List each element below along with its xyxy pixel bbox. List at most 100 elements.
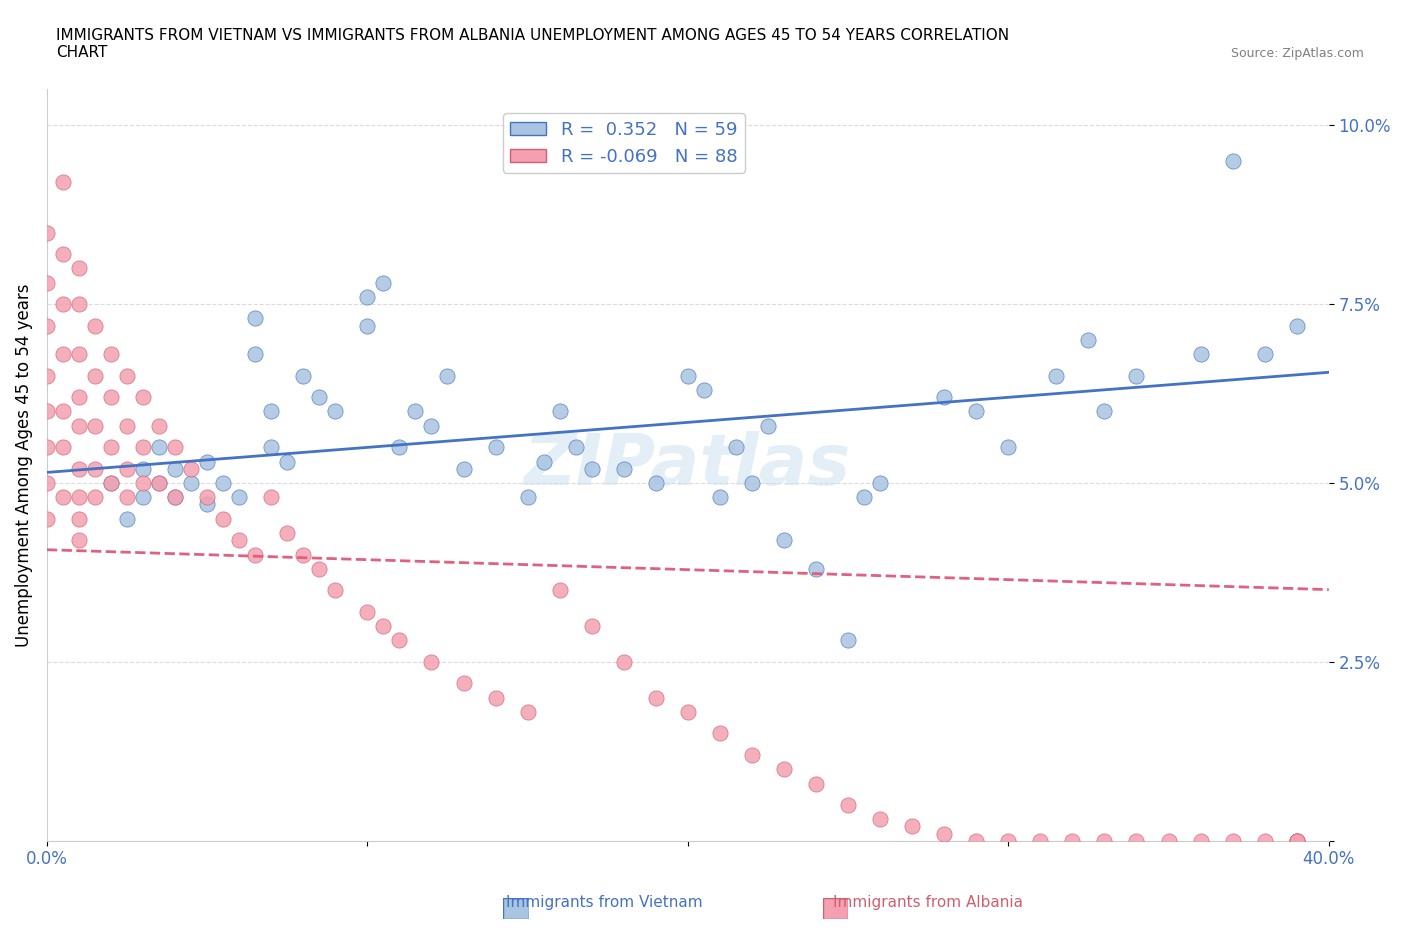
Point xyxy=(773,762,796,777)
Point xyxy=(741,475,763,490)
Point xyxy=(52,404,75,418)
Point xyxy=(52,246,75,261)
Point xyxy=(84,490,107,505)
Point xyxy=(853,490,876,505)
Point xyxy=(1189,347,1212,362)
Point xyxy=(67,461,90,476)
Point xyxy=(84,318,107,333)
Point xyxy=(404,404,426,418)
Point xyxy=(997,440,1019,455)
Point xyxy=(115,461,138,476)
Point xyxy=(1045,368,1067,383)
Point xyxy=(356,604,378,619)
Point xyxy=(1125,368,1147,383)
Point xyxy=(165,490,187,505)
Point xyxy=(1285,318,1308,333)
Point xyxy=(901,819,924,834)
Point xyxy=(308,562,330,577)
Point xyxy=(260,490,283,505)
Point xyxy=(420,418,443,433)
Point xyxy=(115,512,138,526)
Point xyxy=(1077,332,1099,347)
Point xyxy=(356,289,378,304)
Point xyxy=(35,512,58,526)
Point xyxy=(613,461,636,476)
Point xyxy=(132,475,155,490)
Point xyxy=(1285,833,1308,848)
Point xyxy=(356,318,378,333)
Point xyxy=(67,347,90,362)
Point xyxy=(260,440,283,455)
Point xyxy=(148,440,170,455)
Point xyxy=(1189,833,1212,848)
Point xyxy=(67,390,90,405)
Text: IMMIGRANTS FROM VIETNAM VS IMMIGRANTS FROM ALBANIA UNEMPLOYMENT AMONG AGES 45 TO: IMMIGRANTS FROM VIETNAM VS IMMIGRANTS FR… xyxy=(56,28,1010,60)
Point xyxy=(228,533,250,548)
Point xyxy=(148,475,170,490)
Point xyxy=(516,490,538,505)
Point xyxy=(965,833,987,848)
Point xyxy=(516,705,538,720)
Point xyxy=(741,748,763,763)
Point xyxy=(100,475,122,490)
Point xyxy=(934,390,956,405)
Point xyxy=(132,390,155,405)
Point xyxy=(100,475,122,490)
Point xyxy=(724,440,747,455)
Point xyxy=(533,454,555,469)
Point xyxy=(35,368,58,383)
Point xyxy=(388,633,411,648)
Point xyxy=(67,512,90,526)
Point xyxy=(245,347,267,362)
Point xyxy=(548,404,571,418)
Point xyxy=(67,260,90,275)
Point xyxy=(148,418,170,433)
Point xyxy=(35,318,58,333)
Text: Immigrants from Albania: Immigrants from Albania xyxy=(832,895,1024,910)
Point xyxy=(1253,347,1275,362)
Point xyxy=(165,440,187,455)
Point xyxy=(644,690,666,705)
Point xyxy=(484,690,506,705)
Point xyxy=(115,368,138,383)
Point xyxy=(869,812,891,827)
Point xyxy=(67,297,90,312)
Point xyxy=(581,461,603,476)
Point xyxy=(837,798,859,813)
Point xyxy=(1125,833,1147,848)
Point xyxy=(1222,153,1244,168)
Point xyxy=(276,525,298,540)
Point xyxy=(115,490,138,505)
Point xyxy=(436,368,458,383)
Point xyxy=(100,347,122,362)
Point xyxy=(260,404,283,418)
Point xyxy=(180,475,202,490)
Point xyxy=(1094,833,1116,848)
Point xyxy=(709,490,731,505)
Point xyxy=(165,461,187,476)
Point xyxy=(84,418,107,433)
Point xyxy=(35,225,58,240)
Point xyxy=(212,475,235,490)
Point xyxy=(35,404,58,418)
Point xyxy=(644,475,666,490)
Point xyxy=(373,618,395,633)
Point xyxy=(245,547,267,562)
Point xyxy=(388,440,411,455)
Point xyxy=(804,562,827,577)
Legend: R =  0.352   N = 59, R = -0.069   N = 88: R = 0.352 N = 59, R = -0.069 N = 88 xyxy=(503,113,745,173)
Point xyxy=(292,368,315,383)
Text: Immigrants from Vietnam: Immigrants from Vietnam xyxy=(506,895,703,910)
Point xyxy=(420,655,443,670)
Point xyxy=(1285,833,1308,848)
Point xyxy=(869,475,891,490)
Point xyxy=(67,533,90,548)
Point xyxy=(1029,833,1052,848)
Point xyxy=(323,404,346,418)
Text: Source: ZipAtlas.com: Source: ZipAtlas.com xyxy=(1230,46,1364,60)
Point xyxy=(292,547,315,562)
Point xyxy=(934,826,956,841)
Point xyxy=(52,175,75,190)
Point xyxy=(613,655,636,670)
Point xyxy=(1253,833,1275,848)
